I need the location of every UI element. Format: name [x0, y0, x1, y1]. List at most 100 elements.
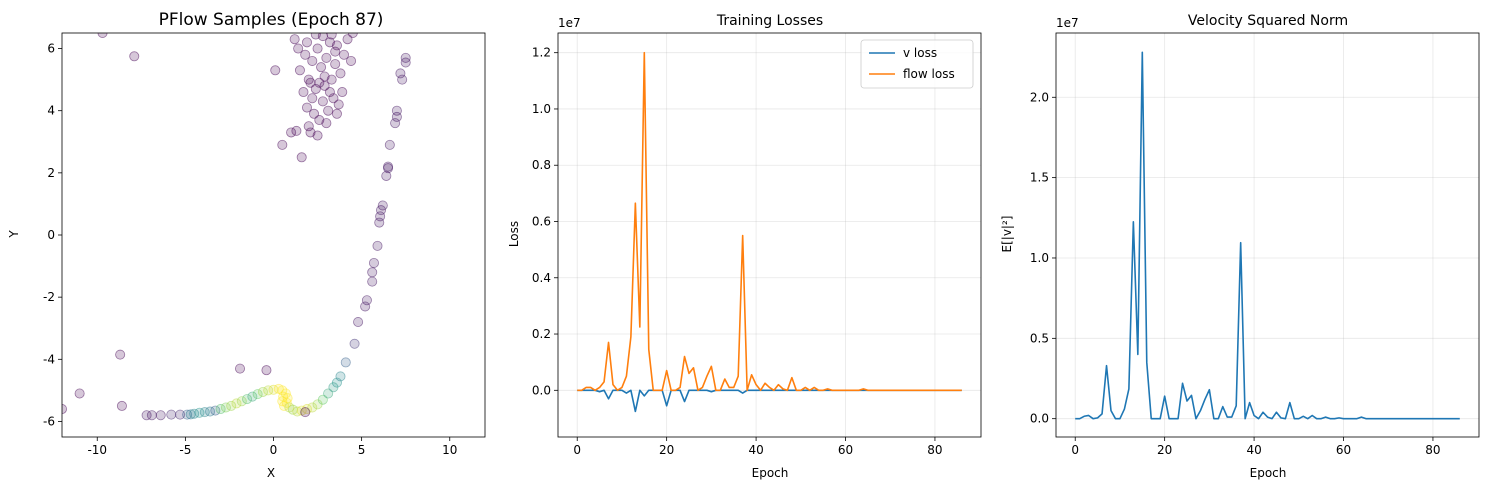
scatter-point — [321, 118, 332, 129]
scatter-point — [291, 125, 302, 136]
scatter-point — [312, 130, 323, 141]
losses-title: Training Losses — [716, 13, 823, 29]
legend: v loss flow loss — [860, 39, 974, 89]
y-tick-label: 0.8 — [532, 158, 551, 172]
scatter-point — [331, 108, 342, 119]
scatter-point — [335, 371, 346, 382]
y-tick-label: -2 — [43, 290, 55, 304]
legend-box — [860, 39, 974, 89]
scatter-point — [231, 398, 242, 409]
scatter-point — [321, 52, 332, 63]
x-tick-label: -5 — [179, 443, 191, 457]
scatter-point — [74, 388, 85, 399]
x-tick-label: -10 — [87, 443, 107, 457]
scatter-point — [166, 409, 177, 420]
scatter-point — [301, 37, 312, 48]
scatter-point — [226, 400, 237, 411]
y-tick-label: 1.0 — [1030, 251, 1049, 265]
scatter-point — [375, 211, 386, 222]
velocity-x-label: Epoch — [1250, 466, 1287, 480]
y-tick-label: -4 — [43, 352, 55, 366]
losses-x-label: Epoch — [752, 466, 789, 480]
scatter-point — [194, 407, 205, 418]
plot-frame — [61, 32, 486, 438]
x-tick-label: 10 — [442, 443, 457, 457]
scatter-point — [397, 74, 408, 85]
x-tick-label: 80 — [927, 443, 942, 457]
legend-label: flow loss — [903, 67, 955, 81]
scatter-point — [307, 402, 318, 413]
scatter-point — [296, 152, 307, 163]
x-tick-label: 40 — [748, 443, 763, 457]
plot-frame — [557, 32, 982, 438]
scatter-point — [116, 400, 127, 411]
scatter-point — [330, 59, 341, 70]
scatter-point — [199, 407, 210, 418]
scatter-point — [278, 391, 289, 402]
scatter-point — [335, 68, 346, 79]
x-tick-label: 5 — [358, 443, 366, 457]
y-tick-label: -6 — [43, 414, 55, 428]
x-tick-label: 60 — [838, 443, 853, 457]
scatter-point — [372, 240, 383, 251]
x-tick-label: 0 — [270, 443, 278, 457]
scatter-point — [383, 161, 394, 172]
y-tick-label: 0 — [47, 228, 55, 242]
scatter-point — [277, 139, 288, 150]
x-tick-label: 0 — [1071, 443, 1079, 457]
scatter-point — [326, 33, 337, 40]
scatter-point — [155, 410, 166, 421]
velocity-scale-label: 1e7 — [1056, 16, 1079, 30]
y-tick-label: 6 — [47, 42, 55, 56]
scatter-point — [361, 295, 372, 306]
scatter-point — [323, 105, 334, 116]
scatter-point — [390, 118, 401, 129]
scatter-point — [307, 93, 318, 104]
y-tick-label: 0.0 — [532, 383, 551, 397]
scatter-point — [400, 52, 411, 63]
series-line-flow-loss — [577, 51, 962, 392]
scatter-point — [349, 338, 360, 349]
x-tick-label: 20 — [659, 443, 674, 457]
y-tick-label: 0.2 — [532, 327, 551, 341]
y-tick-label: 1.0 — [532, 102, 551, 116]
y-tick-label: 4 — [47, 104, 55, 118]
scatter-point — [338, 49, 349, 60]
scatter-point — [384, 139, 395, 150]
scatter-title: PFlow Samples (Epoch 87) — [159, 10, 384, 30]
scatter-point — [300, 407, 311, 418]
scatter-point — [242, 394, 253, 405]
scatter-point — [235, 363, 246, 374]
scatter-points — [62, 33, 411, 421]
training-losses-panel: Training Losses Epoch Loss 1e7 0 20 40 60 80… — [507, 13, 982, 480]
velocity-title: Velocity Squared Norm — [1188, 13, 1348, 29]
scatter-point — [316, 62, 327, 73]
scatter-point — [303, 121, 314, 132]
scatter-point — [305, 77, 316, 88]
velocity-y-label: E[|v|²] — [1000, 216, 1014, 253]
scatter-point — [236, 396, 247, 407]
scatter-point — [270, 65, 281, 76]
scatter-point — [141, 410, 152, 421]
scatter-point — [360, 301, 371, 312]
x-tick-label: 20 — [1157, 443, 1172, 457]
y-tick-label: 0.4 — [532, 271, 551, 285]
scatter-point — [307, 55, 318, 66]
scatter-point — [381, 170, 392, 181]
y-tick-label: 1.5 — [1030, 171, 1049, 185]
scatter-point — [333, 99, 344, 110]
scatter-point — [289, 34, 300, 45]
y-tick-label: 1.2 — [532, 46, 551, 60]
scatter-point — [263, 385, 274, 396]
scatter-point — [252, 389, 263, 400]
scatter-point — [319, 71, 330, 82]
scatter-point — [97, 33, 108, 38]
series-line-velocity — [1075, 51, 1460, 420]
velocity-norm-panel: Velocity Squared Norm Epoch E[|v|²] 1e7 … — [1000, 13, 1480, 480]
scatter-point — [294, 65, 305, 76]
scatter-point — [353, 317, 364, 328]
scatter-point — [346, 55, 357, 66]
scatter-point — [301, 102, 312, 113]
